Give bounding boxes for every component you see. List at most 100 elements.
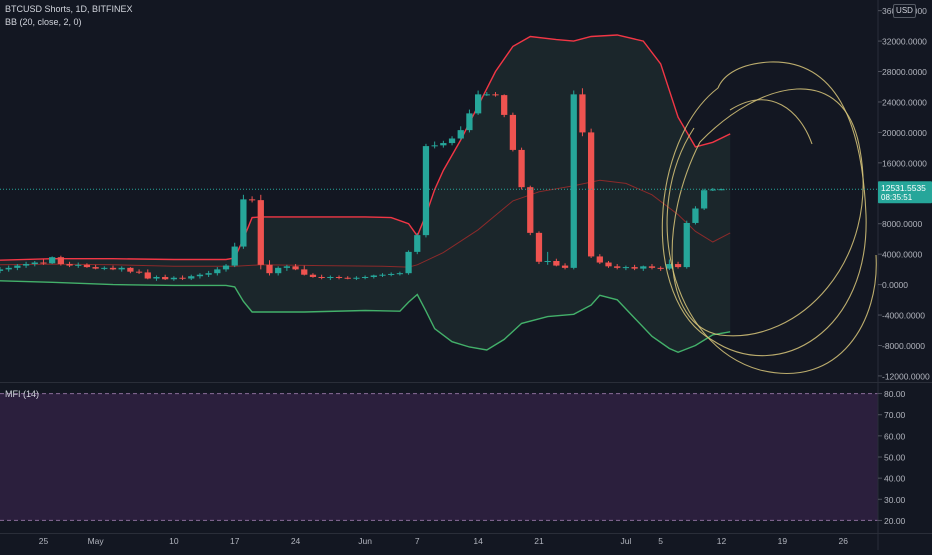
last-price-value: 12531.5535 (881, 183, 926, 193)
mfi-tick-label: 20.00 (884, 516, 906, 526)
candle-body (283, 266, 291, 268)
candle (135, 269, 143, 274)
candle-body (135, 271, 143, 273)
candle-body (66, 264, 73, 266)
candle-body (188, 276, 195, 279)
price-tick-label: -4000.0000 (882, 311, 925, 321)
candle (361, 275, 369, 280)
candle (222, 264, 230, 272)
mfi-band-fill (0, 393, 878, 521)
candle-body (22, 264, 30, 266)
candle (327, 275, 334, 281)
candle (457, 126, 464, 141)
candle (0, 267, 4, 274)
mfi-indicator-label[interactable]: MFI (14) (5, 389, 40, 399)
time-tick-label: 7 (415, 536, 420, 546)
candle-body (431, 145, 438, 147)
candle (196, 273, 204, 279)
candle-body (31, 262, 38, 265)
candle-body (257, 200, 264, 265)
candle-body (231, 246, 238, 266)
candle (535, 231, 543, 265)
candle-body (361, 276, 369, 278)
price-tick-label: 24000.0000 (882, 97, 927, 107)
freehand-drawing[interactable] (729, 99, 813, 145)
currency-button[interactable]: USD (893, 4, 916, 18)
price-tick-label: 28000.0000 (882, 67, 927, 77)
candle (188, 274, 195, 281)
candle (266, 260, 273, 276)
candle-body (153, 276, 160, 279)
candle (422, 143, 430, 238)
candle (561, 263, 569, 270)
freehand-drawing[interactable] (671, 88, 864, 337)
candle-body (666, 264, 673, 269)
mfi-tick-label: 50.00 (884, 453, 906, 463)
bb-basis-line (0, 179, 731, 268)
candle-body (440, 143, 447, 146)
candle (614, 264, 621, 270)
candle-body (370, 275, 377, 277)
price-tick-label: 32000.0000 (882, 37, 927, 47)
candle (370, 274, 377, 279)
candle (466, 109, 473, 133)
candle-body (292, 266, 299, 270)
candle (31, 261, 38, 267)
candle-body (205, 273, 212, 275)
candle-body (335, 276, 343, 278)
candle (640, 265, 647, 271)
candle-body (570, 94, 577, 268)
candle (83, 263, 91, 268)
candle-body (701, 190, 708, 209)
candle-body (683, 222, 690, 268)
candle (292, 264, 299, 271)
candle (179, 275, 186, 281)
candle-body (718, 189, 725, 191)
candle (240, 194, 247, 249)
candle-body (422, 146, 430, 236)
candle (518, 147, 525, 190)
candle-body (501, 95, 508, 115)
candle-body (561, 265, 569, 268)
candle-body (553, 261, 560, 266)
candle-body (466, 113, 473, 131)
price-tick-label: 20000.0000 (882, 128, 927, 138)
candle-body (109, 267, 117, 270)
candle-body (327, 276, 334, 278)
freehand-drawing[interactable] (661, 61, 867, 357)
user-drawings[interactable] (661, 61, 877, 375)
bb-indicator-label[interactable]: BB (20, close, 2, 0) (5, 17, 82, 27)
time-tick-label: 10 (169, 536, 179, 546)
candle (587, 128, 595, 258)
candle (118, 266, 125, 272)
candle (657, 266, 664, 271)
bb-lower-line (0, 280, 731, 354)
candle (170, 276, 177, 281)
candle-body (196, 274, 204, 277)
price-tick-label: 16000.0000 (882, 158, 927, 168)
time-tick-label: 14 (473, 536, 483, 546)
candle (248, 196, 256, 203)
time-tick-label: 26 (838, 536, 848, 546)
time-tick-label: 24 (291, 536, 301, 546)
freehand-drawing[interactable] (666, 127, 877, 375)
candle-body (118, 267, 125, 270)
candle-body (0, 269, 4, 271)
candle-body (240, 199, 247, 247)
candle (205, 270, 212, 277)
candle-body (596, 256, 603, 263)
candle-body (266, 264, 273, 274)
time-tick-label: May (88, 536, 105, 546)
candle (414, 232, 421, 255)
candle (301, 265, 308, 276)
candle-body (101, 267, 108, 269)
candle (92, 264, 99, 270)
bb-channel-fill (0, 35, 731, 353)
candle (492, 92, 499, 97)
candle (231, 242, 238, 268)
candle (448, 136, 456, 146)
candle-body (622, 267, 630, 269)
time-tick-label: 19 (778, 536, 788, 546)
